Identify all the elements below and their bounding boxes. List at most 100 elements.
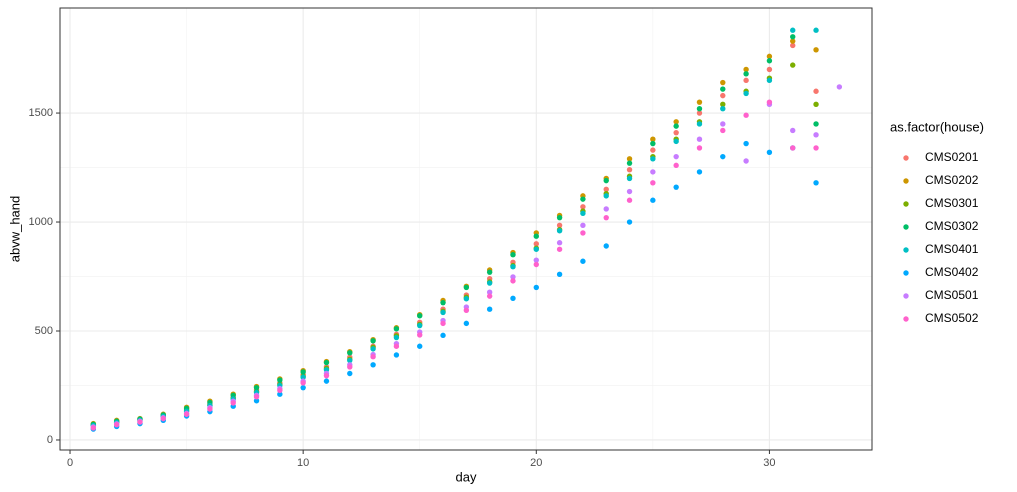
legend-label: CMS0201 bbox=[925, 150, 979, 164]
point bbox=[720, 153, 726, 160]
point bbox=[766, 77, 773, 84]
point bbox=[556, 240, 563, 246]
point bbox=[673, 129, 679, 136]
point bbox=[650, 140, 656, 147]
point bbox=[813, 47, 819, 53]
point bbox=[626, 188, 633, 195]
point bbox=[486, 280, 493, 286]
legend-label: CMS0502 bbox=[925, 311, 979, 325]
point bbox=[580, 230, 586, 236]
point bbox=[766, 149, 773, 155]
point bbox=[813, 121, 819, 127]
point bbox=[650, 136, 656, 142]
legend-key bbox=[903, 224, 909, 230]
point bbox=[696, 169, 703, 175]
point bbox=[626, 160, 633, 166]
point bbox=[603, 193, 609, 199]
point bbox=[626, 167, 633, 173]
point bbox=[137, 419, 143, 425]
point bbox=[440, 309, 446, 316]
legend-key bbox=[903, 293, 909, 299]
point bbox=[440, 299, 446, 306]
point bbox=[556, 271, 563, 278]
y-axis-label: abvw_hand bbox=[7, 196, 22, 263]
point bbox=[556, 222, 563, 228]
point bbox=[393, 352, 400, 358]
point bbox=[790, 34, 796, 40]
point bbox=[417, 322, 423, 329]
point bbox=[626, 219, 633, 225]
point bbox=[370, 338, 376, 344]
point bbox=[207, 406, 213, 412]
point bbox=[790, 38, 796, 44]
y-tick-label: 1500 bbox=[29, 107, 53, 119]
point bbox=[813, 101, 819, 108]
point bbox=[766, 58, 773, 64]
x-tick-label: 20 bbox=[530, 457, 542, 469]
point bbox=[533, 246, 539, 252]
y-tick-label: 0 bbox=[47, 434, 53, 446]
point bbox=[463, 284, 470, 291]
point bbox=[743, 71, 749, 77]
x-tick-label: 10 bbox=[297, 457, 309, 469]
point bbox=[533, 233, 539, 239]
point bbox=[650, 169, 656, 175]
point bbox=[626, 175, 633, 182]
point bbox=[696, 99, 703, 105]
point bbox=[813, 132, 819, 138]
legend-label: CMS0402 bbox=[925, 265, 979, 279]
point bbox=[230, 400, 236, 406]
point bbox=[300, 384, 306, 391]
point bbox=[556, 214, 563, 221]
point bbox=[580, 222, 586, 228]
point bbox=[253, 384, 260, 391]
point bbox=[556, 246, 563, 252]
point bbox=[277, 377, 283, 383]
point bbox=[696, 110, 703, 116]
point bbox=[300, 369, 306, 375]
point bbox=[603, 177, 609, 184]
point bbox=[393, 334, 400, 341]
legend-label: CMS0202 bbox=[925, 173, 979, 187]
point bbox=[720, 121, 726, 127]
point bbox=[463, 320, 470, 327]
point bbox=[650, 147, 656, 153]
y-tick-label: 1000 bbox=[29, 216, 53, 228]
point bbox=[347, 364, 353, 370]
point bbox=[486, 289, 493, 295]
point bbox=[720, 86, 726, 92]
point bbox=[790, 62, 796, 68]
point bbox=[300, 380, 306, 386]
legend-key bbox=[903, 247, 909, 253]
point bbox=[580, 210, 586, 217]
legend-label: CMS0501 bbox=[925, 288, 979, 302]
point bbox=[323, 372, 330, 379]
point bbox=[463, 296, 470, 302]
point bbox=[813, 27, 819, 33]
point bbox=[673, 153, 679, 160]
point bbox=[393, 343, 400, 349]
point bbox=[650, 180, 656, 186]
point bbox=[720, 105, 726, 112]
point bbox=[510, 264, 516, 270]
point bbox=[463, 307, 470, 313]
point bbox=[90, 425, 97, 431]
point bbox=[603, 186, 609, 193]
point bbox=[417, 332, 423, 338]
point bbox=[370, 354, 376, 360]
legend-key bbox=[903, 155, 909, 161]
point bbox=[766, 66, 773, 73]
point bbox=[510, 278, 516, 284]
point bbox=[486, 306, 493, 312]
point bbox=[417, 343, 423, 349]
legend-key bbox=[903, 270, 909, 276]
point bbox=[510, 274, 516, 280]
point bbox=[533, 284, 539, 291]
point bbox=[720, 79, 726, 86]
point bbox=[673, 138, 679, 145]
legend-label: CMS0401 bbox=[925, 242, 979, 256]
point bbox=[393, 326, 400, 332]
point bbox=[230, 392, 236, 398]
point bbox=[277, 391, 283, 397]
point bbox=[440, 332, 446, 339]
